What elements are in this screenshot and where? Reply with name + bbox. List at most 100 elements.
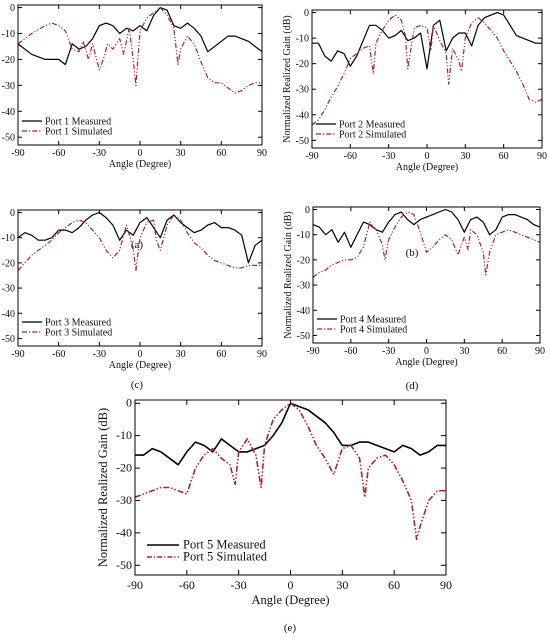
y-tick-label: -30 <box>297 281 310 292</box>
legend-label: Port 2 Measured <box>339 120 405 131</box>
panel-label: (d) <box>406 380 419 392</box>
x-axis-title: Angle (Degree) <box>396 162 458 173</box>
y-tick-label: -10 <box>2 29 15 40</box>
series-line-measured <box>312 12 542 70</box>
x-tick-label: 30 <box>176 148 186 159</box>
legend-label: Port 3 Measured <box>45 318 111 329</box>
series-line-simulated <box>134 402 446 541</box>
series-line-simulated <box>311 14 543 126</box>
x-tick-label: -30 <box>231 578 247 592</box>
y-tick-label: -20 <box>296 59 309 70</box>
y-tick-label: -30 <box>296 85 309 96</box>
series-line-measured <box>17 7 263 66</box>
plot-frame <box>134 399 447 576</box>
x-tick-label: 90 <box>537 151 547 162</box>
panel-e: -90 -60 -30 0 30 60 90 0 -10 -20 -30 -40 -50 Angle (D… <box>96 396 452 634</box>
x-tick-label: 0 <box>138 148 143 159</box>
x-tick-label: -60 <box>344 346 357 357</box>
x-tick-label: -60 <box>179 578 195 592</box>
y-tick-label: -40 <box>2 309 15 320</box>
x-tick-label: -90 <box>305 151 318 162</box>
y-tick-label: 0 <box>305 205 310 216</box>
x-axis-title: Angle (Degree) <box>109 159 171 170</box>
y-axis-title: Normalized Realized Gain (dB) <box>96 408 110 567</box>
series-line-measured <box>312 208 541 248</box>
x-tick-label: 30 <box>460 151 470 162</box>
y-tick-label: 0 <box>304 8 309 19</box>
legend-label: Port 3 Simulated <box>45 328 112 339</box>
y-tick-label: 0 <box>126 396 132 410</box>
x-tick-label: 60 <box>388 578 400 592</box>
panel-c: -90 -60 -30 0 30 60 90 0 -10 -20 -30 -40 -50 Angle (D… <box>2 208 267 391</box>
x-tick-label: 60 <box>216 148 226 159</box>
x-tick-label: -30 <box>382 151 395 162</box>
y-tick-label: -10 <box>116 428 132 442</box>
x-tick-label: 60 <box>216 349 226 360</box>
y-axis-title: Normalized Realized Gain (dB) <box>283 211 294 338</box>
y-tick-label: -10 <box>2 233 15 244</box>
x-axis-title: Angle (Degree) <box>109 360 171 371</box>
x-tick-label: 0 <box>138 349 143 360</box>
x-tick-label: -90 <box>127 578 143 592</box>
panel-label: (e) <box>284 622 297 634</box>
x-tick-label: 90 <box>440 578 452 592</box>
y-tick-label: -50 <box>2 334 15 345</box>
y-tick-label: -20 <box>297 255 310 266</box>
y-tick-label: -50 <box>2 133 15 144</box>
x-tick-label: 90 <box>257 148 267 159</box>
x-axis-title: Angle (Degree) <box>251 593 329 607</box>
panel-label: (b) <box>406 247 419 259</box>
y-tick-label: -20 <box>116 461 132 475</box>
x-axis-title: Angle (Degree) <box>395 357 457 368</box>
x-tick-label: -60 <box>52 148 65 159</box>
y-tick-label: -30 <box>2 284 15 295</box>
x-tick-label: -90 <box>11 148 24 159</box>
x-tick-label: -90 <box>306 346 319 357</box>
x-tick-label: -90 <box>11 349 24 360</box>
panel-d: -90 -60 -30 0 30 60 90 0 -10 -20 -30 -40 -50 Angle (D… <box>283 205 545 392</box>
y-tick-label: -20 <box>2 258 15 269</box>
series-line-measured <box>17 211 263 264</box>
y-tick-label: 0 <box>10 3 15 14</box>
y-tick-label: -50 <box>296 136 309 147</box>
y-tick-label: -40 <box>2 107 15 118</box>
y-tick-label: -50 <box>297 331 310 342</box>
legend-label: Port 2 Simulated <box>339 130 406 141</box>
legend-label: Port 1 Measured <box>45 117 111 128</box>
y-tick-label: 0 <box>10 208 15 219</box>
legend-label: Port 4 Simulated <box>340 325 407 336</box>
y-tick-label: -40 <box>296 110 309 121</box>
series-line-simulated <box>312 211 541 278</box>
panel-label: (a) <box>131 239 144 251</box>
legend-label: Port 5 Measured <box>183 538 266 552</box>
legend-label: Port 1 Simulated <box>45 127 112 138</box>
series-line-measured <box>135 402 446 466</box>
y-tick-label: -40 <box>116 525 132 539</box>
series-line-simulated <box>17 7 262 94</box>
legend-label: Port 4 Measured <box>340 315 406 326</box>
x-tick-label: -30 <box>93 148 106 159</box>
x-tick-label: 30 <box>459 346 469 357</box>
y-tick-label: -30 <box>2 81 15 92</box>
x-tick-label: 30 <box>336 578 348 592</box>
x-tick-label: 0 <box>425 151 430 162</box>
panel-label: (c) <box>131 379 144 391</box>
series-line-simulated <box>17 214 262 271</box>
y-tick-label: -50 <box>116 558 132 572</box>
panel-a: -90 -60 -30 0 30 60 90 0 -10 -20 -30 -40 -50 Angle (D… <box>2 3 267 251</box>
x-tick-label: 60 <box>499 151 509 162</box>
x-tick-label: 0 <box>424 346 429 357</box>
x-tick-label: -60 <box>52 349 65 360</box>
x-tick-label: 60 <box>497 346 507 357</box>
x-tick-label: -30 <box>93 349 106 360</box>
x-tick-label: -60 <box>344 151 357 162</box>
x-tick-label: -30 <box>382 346 395 357</box>
y-tick-label: -40 <box>297 306 310 317</box>
x-tick-label: 90 <box>535 346 545 357</box>
y-tick-label: -30 <box>116 493 132 507</box>
y-tick-label: -20 <box>2 55 15 66</box>
panel-b: -90 -60 -30 0 30 60 90 0 -10 -20 -30 -40 -50 Angle (D… <box>282 8 547 259</box>
y-axis-title: Normalized Realized Gain (dB) <box>282 15 293 142</box>
y-tick-label: -10 <box>297 230 310 241</box>
